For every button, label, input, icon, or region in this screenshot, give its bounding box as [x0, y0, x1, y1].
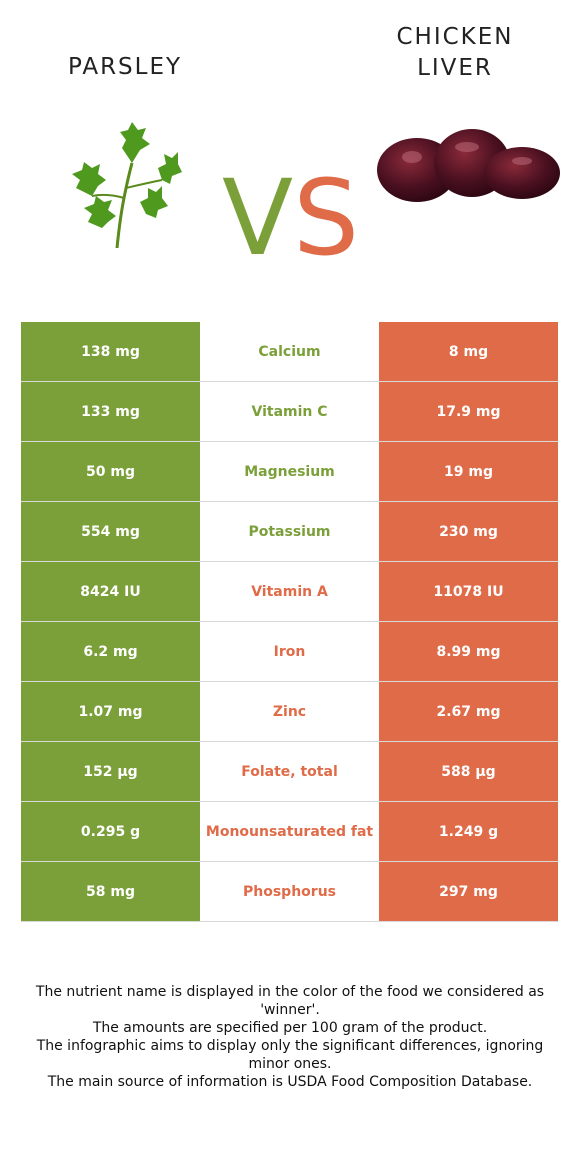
nutrient-name: Iron: [200, 621, 379, 682]
footer-notes: The nutrient name is displayed in the co…: [20, 983, 560, 1091]
parsley-value: 50 mg: [21, 441, 200, 502]
table-row: 554 mg Potassium 230 mg: [21, 501, 558, 562]
chicken-liver-value: 2.67 mg: [379, 681, 558, 742]
table-row: 8424 IU Vitamin A 11078 IU: [21, 561, 558, 622]
nutrient-name: Vitamin C: [200, 381, 379, 442]
chicken-liver-value: 230 mg: [379, 501, 558, 562]
comparison-table: 138 mg Calcium 8 mg 133 mg Vitamin C 17.9 mg 5…: [21, 322, 558, 922]
table-row: 138 mg Calcium 8 mg: [21, 322, 558, 382]
parsley-value: 58 mg: [21, 861, 200, 922]
parsley-value: 133 mg: [21, 381, 200, 442]
chicken-liver-image: [377, 129, 560, 202]
right-food-title: CHICKEN LIVER: [350, 22, 560, 84]
chicken-liver-value: 17.9 mg: [379, 381, 558, 442]
table-row: 133 mg Vitamin C 17.9 mg: [21, 381, 558, 442]
parsley-value: 554 mg: [21, 501, 200, 562]
vs-v: V: [222, 157, 294, 279]
left-food-title: PARSLEY: [67, 54, 183, 80]
parsley-value: 8424 IU: [21, 561, 200, 622]
parsley-value: 0.295 g: [21, 801, 200, 862]
parsley-image: [72, 122, 182, 249]
chicken-liver-value: 8.99 mg: [379, 621, 558, 682]
nutrient-name: Magnesium: [200, 441, 379, 502]
nutrient-name: Zinc: [200, 681, 379, 742]
footer-line: The nutrient name is displayed in the co…: [35, 984, 545, 1018]
right-food-title-line2: LIVER: [417, 55, 493, 81]
table-row: 1.07 mg Zinc 2.67 mg: [21, 681, 558, 742]
vs-label: VS: [222, 157, 359, 279]
chicken-liver-value: 8 mg: [379, 322, 558, 382]
parsley-value: 6.2 mg: [21, 621, 200, 682]
table-row: 58 mg Phosphorus 297 mg: [21, 861, 558, 922]
nutrient-name: Monounsaturated fat: [200, 801, 379, 862]
nutrient-name: Phosphorus: [200, 861, 379, 922]
parsley-value: 152 µg: [21, 741, 200, 802]
table-row: 152 µg Folate, total 588 µg: [21, 741, 558, 802]
footer-line: The infographic aims to display only the…: [36, 1038, 544, 1072]
nutrient-name: Calcium: [200, 322, 379, 382]
chicken-liver-value: 588 µg: [379, 741, 558, 802]
chicken-liver-value: 11078 IU: [379, 561, 558, 622]
table-row: 0.295 g Monounsaturated fat 1.249 g: [21, 801, 558, 862]
parsley-value: 1.07 mg: [21, 681, 200, 742]
chicken-liver-value: 297 mg: [379, 861, 558, 922]
nutrient-name: Folate, total: [200, 741, 379, 802]
parsley-value: 138 mg: [21, 322, 200, 382]
nutrient-name: Vitamin A: [200, 561, 379, 622]
footer-line: The amounts are specified per 100 gram o…: [92, 1020, 488, 1036]
footer-line: The main source of information is USDA F…: [47, 1074, 533, 1090]
vs-s: S: [293, 157, 360, 279]
chicken-liver-value: 19 mg: [379, 441, 558, 502]
chicken-liver-value: 1.249 g: [379, 801, 558, 862]
nutrient-name: Potassium: [200, 501, 379, 562]
right-food-title-line1: CHICKEN: [396, 24, 514, 50]
table-row: 50 mg Magnesium 19 mg: [21, 441, 558, 502]
table-row: 6.2 mg Iron 8.99 mg: [21, 621, 558, 682]
